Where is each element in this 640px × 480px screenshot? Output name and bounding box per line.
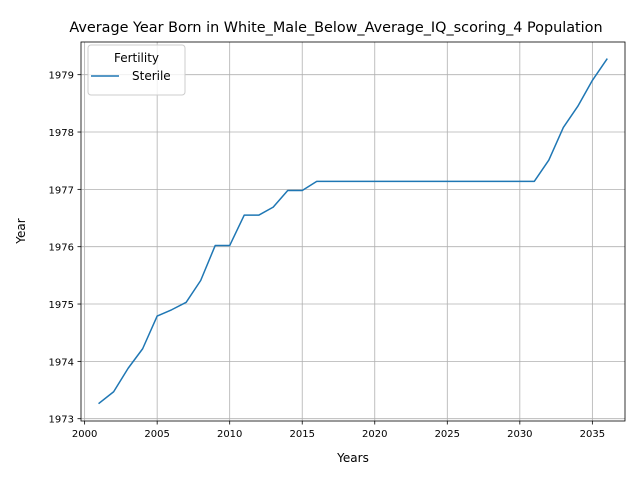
y-tick-label: 1979 [49,71,74,82]
y-tick-label: 1978 [49,128,74,139]
plot-area [98,58,608,405]
y-tick-label: 1977 [49,185,74,196]
x-tick-label: 2015 [290,429,315,440]
y-axis-label: Year [14,218,28,244]
series-line-sterile [98,58,608,405]
x-tick-label: 2020 [362,429,387,440]
legend-entry-label: Sterile [132,69,171,83]
legend-box [87,44,186,96]
y-tick-label: 1975 [49,300,74,311]
x-tick-label: 2035 [580,429,605,440]
x-axis-label: Years [336,451,369,465]
x-tick-label: 2025 [435,429,460,440]
y-tick-label: 1976 [49,243,74,254]
grid [81,42,625,421]
chart-title: Average Year Born in White_Male_Below_Av… [69,20,602,36]
x-tick-label: 2000 [72,429,97,440]
axes-frame [80,41,626,422]
axes: 2000 2005 2010 2015 2020 2025 2030 2035 1973 1974… [49,41,626,440]
x-tick-label: 2030 [507,429,532,440]
x-tick-label: 2010 [217,429,242,440]
y-tick-label: 1973 [49,415,74,426]
legend-title: Fertility [114,51,159,65]
legend: Fertility Sterile [87,44,186,96]
x-tick-label: 2005 [144,429,169,440]
y-tick-label: 1974 [49,357,74,368]
